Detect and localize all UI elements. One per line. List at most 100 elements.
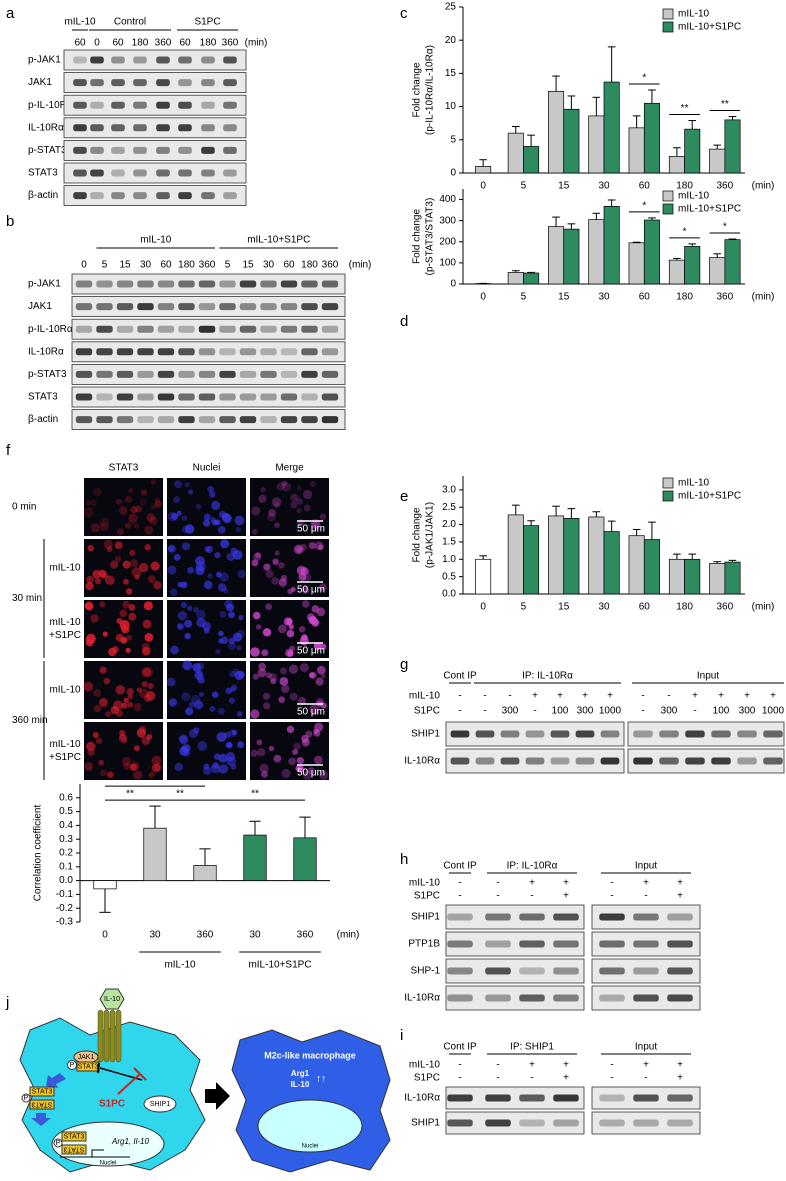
band xyxy=(96,280,113,288)
header: Input xyxy=(635,861,657,872)
blot-frame xyxy=(63,72,247,93)
band xyxy=(519,994,545,1002)
cell-signal xyxy=(265,570,274,579)
band xyxy=(137,280,154,288)
cell-signal xyxy=(237,671,246,679)
band xyxy=(485,994,511,1002)
y-tick-label: 0.3 xyxy=(59,834,73,845)
legend-swatch xyxy=(662,190,674,202)
cell-signal xyxy=(122,600,130,609)
cell-signal xyxy=(100,769,107,777)
row-label: IL-10Rα xyxy=(28,346,64,357)
x-tick-label: 0 xyxy=(480,602,486,613)
cell-signal xyxy=(313,642,322,650)
bar xyxy=(563,517,580,595)
y-tick-label: 2.5 xyxy=(442,502,456,513)
band xyxy=(178,416,195,424)
cell-signal xyxy=(192,663,201,672)
cell-signal xyxy=(188,729,198,739)
cell-signal xyxy=(105,711,112,718)
cell-signal xyxy=(309,671,317,679)
band xyxy=(485,967,511,975)
cell-signal xyxy=(252,611,261,620)
cell-signal xyxy=(289,692,298,701)
band xyxy=(90,192,104,200)
cell-signal xyxy=(310,520,320,530)
condition-label: mIL-10 xyxy=(409,1060,441,1071)
scale-label: 50 μm xyxy=(297,707,325,718)
kinase-label: JAK1 xyxy=(78,1054,95,1061)
y-axis-label: (p-JAK1/JAK1) xyxy=(425,502,436,568)
band xyxy=(633,967,659,975)
cell-signal xyxy=(92,732,99,739)
x-tick-label: 360 xyxy=(197,930,214,941)
band xyxy=(763,757,783,765)
band xyxy=(201,169,215,177)
cell-signal xyxy=(181,542,191,551)
cell-signal xyxy=(301,585,310,595)
cell-signal xyxy=(154,497,160,503)
cell-signal xyxy=(122,560,131,569)
band xyxy=(73,101,87,109)
cell-signal xyxy=(184,619,193,628)
nucleus-label: Nuclei xyxy=(302,1144,319,1150)
band xyxy=(500,730,520,738)
band xyxy=(525,730,545,738)
cell-signal xyxy=(261,770,268,778)
cell-signal xyxy=(167,544,176,553)
cell-signal xyxy=(215,519,221,525)
cell-signal xyxy=(298,626,306,633)
cell-signal xyxy=(225,687,232,694)
row-label: IL-10Rα xyxy=(404,993,440,1004)
y-tick-label: 3.0 xyxy=(442,485,456,496)
header: Cont IP xyxy=(443,861,477,872)
receptor-chain xyxy=(97,1009,104,1063)
row-label: p-IL-10Rα xyxy=(28,324,73,335)
condition-sign: - xyxy=(644,1073,647,1084)
cell-signal xyxy=(106,546,113,553)
cell-signal xyxy=(279,677,289,686)
band xyxy=(737,757,757,765)
blot-frame xyxy=(63,162,247,184)
band xyxy=(73,192,87,200)
cell-signal xyxy=(263,563,271,571)
band xyxy=(280,348,298,356)
cell-signal xyxy=(296,498,304,505)
legend-swatch xyxy=(662,203,674,215)
band xyxy=(116,303,134,311)
cell-signal xyxy=(226,603,235,612)
x-tick-label: 360 xyxy=(717,602,734,613)
band xyxy=(178,79,192,87)
cell-signal xyxy=(271,577,279,585)
error-bar xyxy=(199,848,211,866)
cell-signal xyxy=(92,569,101,579)
treatment-label: +S1PC xyxy=(49,630,81,641)
bar xyxy=(588,516,605,595)
cell-signal xyxy=(301,738,310,747)
cell-signal xyxy=(209,491,216,498)
cell-signal xyxy=(212,762,220,769)
error-bar xyxy=(713,253,722,258)
band xyxy=(239,325,257,333)
cell-signal xyxy=(305,730,313,738)
treatment-label: mIL-10 xyxy=(49,617,81,628)
lane-label: 360 xyxy=(199,260,216,271)
y-axis-label: Fold change xyxy=(412,62,423,117)
x-tick-label: 180 xyxy=(676,602,693,613)
cell-signal xyxy=(296,485,302,491)
band xyxy=(321,325,339,333)
band xyxy=(75,280,93,288)
band xyxy=(90,169,104,177)
condition-sign: 100 xyxy=(713,706,730,717)
band xyxy=(223,56,237,64)
error-bar xyxy=(99,888,111,913)
bar xyxy=(724,119,741,174)
phospho-label: P xyxy=(56,1140,61,1147)
cell-signal xyxy=(114,555,122,563)
band xyxy=(96,325,113,333)
cell-signal xyxy=(119,733,127,740)
band xyxy=(156,124,170,132)
condition-sign: - xyxy=(693,706,696,717)
cell-signal xyxy=(93,688,102,697)
band xyxy=(156,56,170,64)
